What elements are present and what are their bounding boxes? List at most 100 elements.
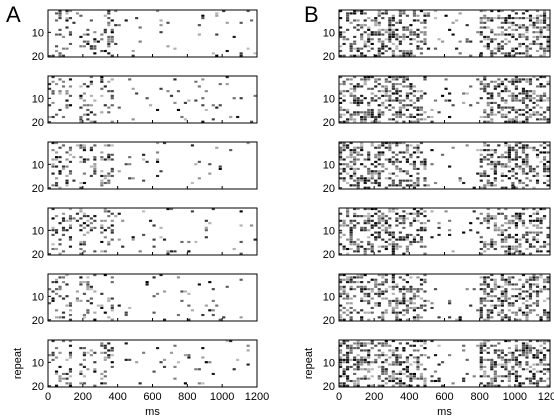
- heatmap-cell: [507, 358, 511, 361]
- heatmap-cell: [103, 85, 107, 88]
- heatmap-cell: [546, 106, 550, 109]
- heatmap-cell: [518, 382, 522, 385]
- heatmap-cell: [423, 92, 427, 95]
- heatmap-cell: [525, 226, 529, 229]
- heatmap-cell: [518, 33, 522, 36]
- heatmap-cell: [402, 76, 406, 79]
- heatmap-cell: [131, 49, 135, 53]
- heatmap-cell: [518, 212, 522, 215]
- heatmap-cell: [514, 115, 518, 119]
- heatmap-cell: [497, 78, 501, 81]
- heatmap-cell: [423, 184, 427, 187]
- heatmap-cell: [395, 28, 399, 31]
- heatmap-cell: [197, 33, 201, 36]
- heatmap-cell: [412, 295, 417, 298]
- heatmap-cell: [363, 97, 367, 100]
- heatmap-cell: [100, 80, 104, 83]
- heatmap-cell: [339, 342, 343, 345]
- heatmap-cell: [61, 217, 66, 220]
- heatmap-cell: [54, 181, 59, 185]
- heatmap-cell: [490, 358, 494, 361]
- heatmap-cell: [444, 87, 448, 90]
- heatmap-cell: [353, 384, 357, 387]
- heatmap-cell: [339, 288, 343, 291]
- heatmap-cell: [391, 33, 395, 36]
- heatmap-cell: [419, 118, 424, 121]
- heatmap-cell: [342, 368, 346, 371]
- heatmap-cell: [483, 108, 487, 112]
- heatmap-cell: [342, 247, 346, 251]
- heatmap-cell: [525, 318, 529, 321]
- heatmap-cell: [381, 297, 385, 300]
- heatmap-cell: [72, 156, 76, 159]
- heatmap-cell: [521, 342, 526, 345]
- heatmap-cell: [500, 363, 504, 366]
- heatmap-cell: [100, 342, 104, 345]
- heatmap-cell: [124, 163, 128, 166]
- heatmap-cell: [493, 151, 497, 154]
- heatmap-cell: [528, 340, 533, 343]
- heatmap-cell: [370, 290, 374, 293]
- heatmap-cell: [419, 340, 424, 343]
- heatmap-cell: [539, 274, 543, 277]
- x-tick-label: 200: [74, 391, 92, 403]
- heatmap-cell: [521, 208, 526, 211]
- heatmap-cell: [388, 99, 392, 102]
- heatmap-cell: [528, 19, 533, 22]
- heatmap-cell: [514, 87, 518, 90]
- heatmap-cell: [490, 156, 494, 159]
- heatmap-cell: [405, 158, 409, 161]
- heatmap-cell: [514, 28, 518, 31]
- heatmap-cell: [356, 382, 360, 385]
- heatmap-cell: [532, 92, 536, 95]
- heatmap-cell: [388, 40, 392, 43]
- heatmap-cell: [412, 356, 417, 359]
- heatmap-cell: [507, 252, 511, 255]
- heatmap-cell: [514, 379, 518, 383]
- heatmap-cell: [423, 19, 427, 22]
- heatmap-cell: [535, 285, 540, 288]
- heatmap-cell: [518, 80, 522, 83]
- heatmap-cell: [539, 21, 543, 24]
- heatmap-cell: [504, 174, 508, 178]
- heatmap-cell: [500, 356, 504, 359]
- heatmap-cell: [546, 24, 550, 27]
- heatmap-cell: [363, 229, 367, 232]
- heatmap-cell: [384, 368, 388, 371]
- heatmap-cell: [353, 240, 357, 244]
- heatmap-cell: [342, 42, 346, 46]
- heatmap-cell: [402, 297, 406, 300]
- heatmap-cell: [89, 229, 93, 232]
- heatmap-cell: [391, 142, 395, 145]
- heatmap-cell: [504, 217, 508, 220]
- heatmap-cell: [539, 226, 543, 229]
- heatmap-cell: [476, 309, 480, 312]
- heatmap-cell: [419, 304, 424, 307]
- heatmap-cell: [479, 212, 483, 215]
- heatmap-cell: [58, 156, 62, 159]
- heatmap-cell: [419, 142, 424, 145]
- heatmap-cell: [483, 240, 487, 244]
- heatmap-cell: [388, 97, 392, 100]
- heatmap-cell: [194, 368, 198, 371]
- heatmap-cell: [405, 290, 409, 293]
- heatmap-cell: [409, 297, 413, 300]
- heatmap-cell: [381, 370, 385, 373]
- heatmap-cell: [542, 85, 547, 88]
- heatmap-cell: [539, 28, 543, 31]
- heatmap-cell: [514, 153, 518, 156]
- heatmap-cell: [353, 35, 357, 38]
- heatmap-cell: [504, 292, 508, 295]
- heatmap-cell: [542, 285, 547, 288]
- heatmap-cell: [138, 382, 142, 385]
- heatmap-cell: [187, 99, 191, 102]
- heatmap-cell: [79, 210, 83, 213]
- heatmap-cell: [68, 33, 73, 36]
- heatmap-cell: [82, 313, 86, 317]
- heatmap-cell: [339, 285, 343, 288]
- heatmap-cell: [412, 19, 417, 22]
- heatmap-cell: [103, 358, 107, 361]
- heatmap-cell: [349, 222, 353, 225]
- heatmap-cell: [384, 377, 388, 380]
- heatmap-cell: [253, 52, 257, 55]
